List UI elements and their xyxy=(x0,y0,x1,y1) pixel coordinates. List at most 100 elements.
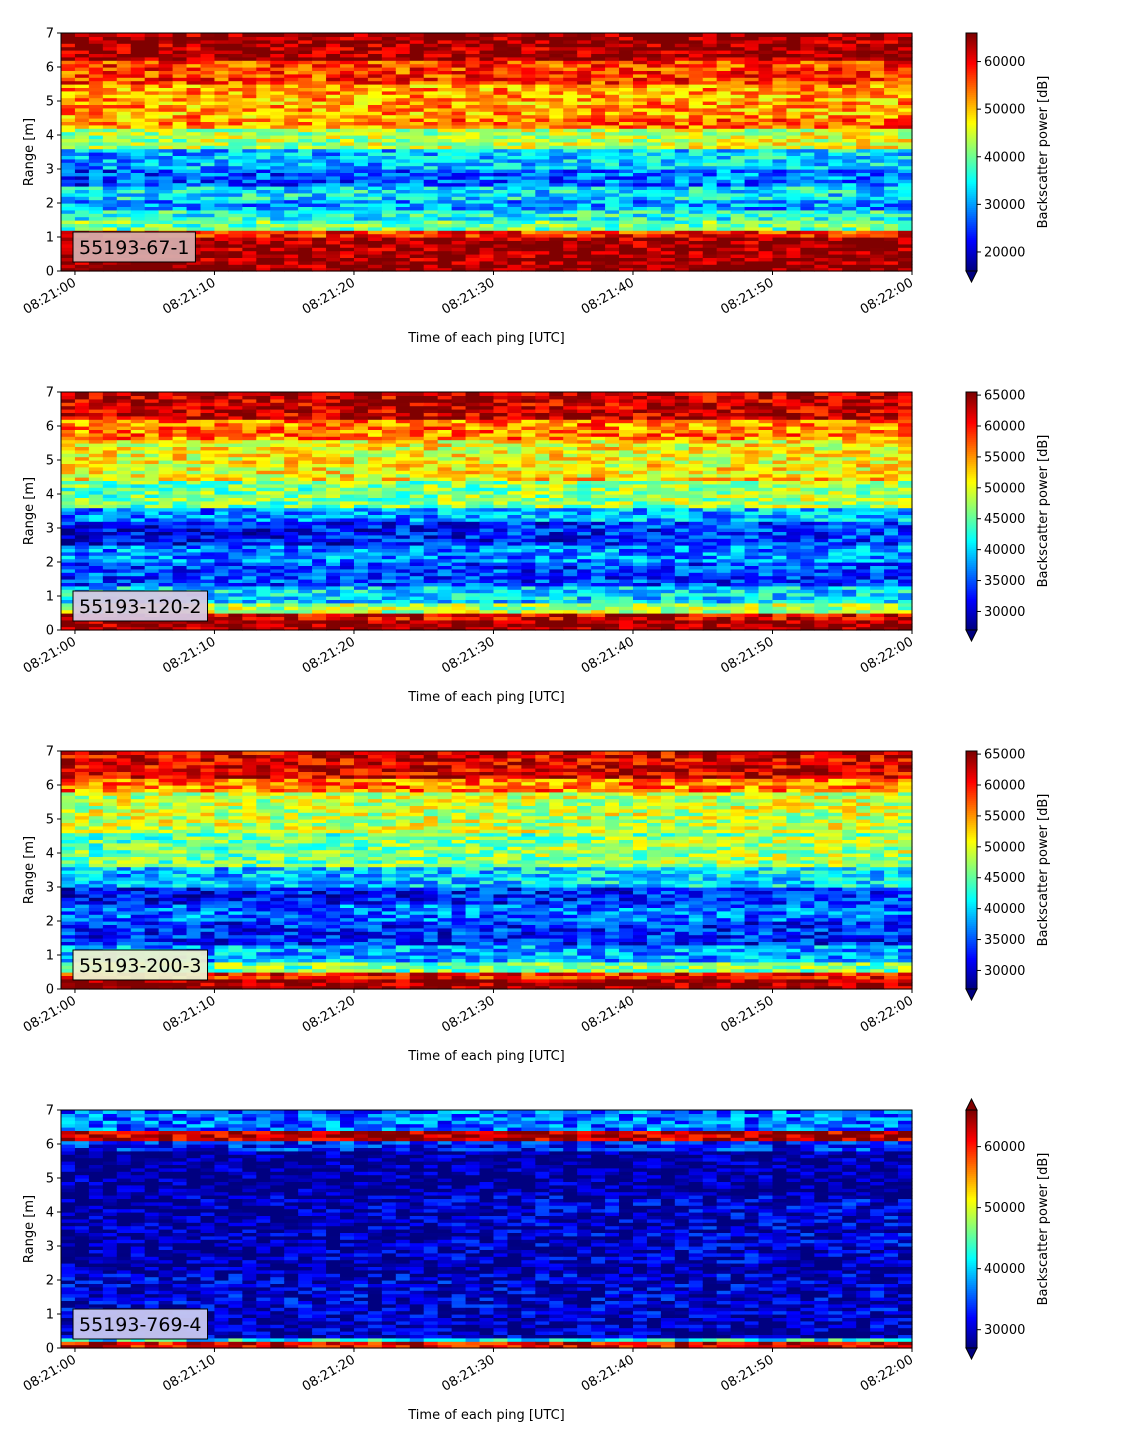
heatmap-cell xyxy=(312,213,327,218)
heatmap-cell xyxy=(270,70,285,75)
heatmap-cell xyxy=(61,141,76,146)
heatmap-cell xyxy=(381,206,397,211)
heatmap-cell xyxy=(158,43,174,48)
heatmap-cell xyxy=(619,101,634,105)
heatmap-cell xyxy=(605,152,620,156)
heatmap-cell xyxy=(563,230,578,235)
heatmap-cell xyxy=(493,247,509,252)
heatmap-cell xyxy=(200,67,216,71)
heatmap-cell xyxy=(507,43,522,48)
heatmap-cell xyxy=(340,247,355,252)
heatmap-cell xyxy=(465,73,481,78)
heatmap-cell xyxy=(186,128,202,133)
heatmap-cell xyxy=(507,203,522,207)
heatmap-cell xyxy=(326,260,341,265)
heatmap-cell xyxy=(256,237,271,241)
heatmap-cell xyxy=(312,165,327,170)
heatmap-cell xyxy=(535,158,550,163)
y-tick-label: 6 xyxy=(46,61,54,76)
heatmap-cell xyxy=(367,243,383,248)
heatmap-cell xyxy=(116,203,132,207)
heatmap-cell xyxy=(605,169,620,173)
heatmap-cell xyxy=(214,87,230,92)
heatmap-cell xyxy=(353,138,369,143)
heatmap-cell xyxy=(214,189,230,194)
heatmap-cell xyxy=(172,182,188,187)
heatmap-cell xyxy=(298,196,313,201)
heatmap-cell xyxy=(130,172,146,177)
heatmap-cell xyxy=(632,80,648,85)
heatmap-cell xyxy=(270,39,285,44)
heatmap-cell xyxy=(674,175,690,180)
heatmap-cell xyxy=(828,233,843,238)
heatmap-cell xyxy=(409,56,425,61)
heatmap-cell xyxy=(186,63,202,68)
heatmap-cell xyxy=(521,128,536,133)
heatmap-cell xyxy=(74,487,90,492)
heatmap-cell xyxy=(284,56,299,61)
heatmap-cell xyxy=(312,158,327,163)
heatmap-cell xyxy=(577,196,592,201)
heatmap-cell xyxy=(61,56,76,61)
heatmap-cell xyxy=(158,419,174,424)
heatmap-cell xyxy=(702,175,718,180)
heatmap-cell xyxy=(228,189,243,194)
heatmap-cell xyxy=(242,233,257,238)
heatmap-cell xyxy=(340,250,355,255)
heatmap-cell xyxy=(744,199,760,204)
heatmap-cell xyxy=(228,60,243,65)
heatmap-cell xyxy=(367,135,383,139)
heatmap-cell xyxy=(284,172,299,177)
heatmap-cell xyxy=(409,118,425,122)
heatmap-cell xyxy=(214,254,230,258)
heatmap-cell xyxy=(465,260,481,265)
heatmap-cell xyxy=(409,101,425,105)
heatmap-cell xyxy=(605,192,620,197)
heatmap-cell xyxy=(632,237,648,241)
heatmap-cell xyxy=(200,50,216,54)
heatmap-cell xyxy=(507,189,522,194)
heatmap-cell xyxy=(688,264,704,269)
heatmap-cell xyxy=(270,199,285,204)
heatmap-cell xyxy=(395,84,411,88)
heatmap-cell xyxy=(312,70,327,75)
heatmap-cell xyxy=(298,118,313,122)
heatmap-cell xyxy=(88,39,104,44)
heatmap-cell xyxy=(88,436,104,441)
heatmap-cell xyxy=(284,46,299,51)
heatmap-cell xyxy=(326,179,341,184)
heatmap-cell xyxy=(214,53,230,58)
heatmap-cell xyxy=(563,39,578,44)
heatmap-cell xyxy=(74,402,90,407)
heatmap-cell xyxy=(521,162,536,167)
heatmap-cell xyxy=(242,94,257,99)
heatmap-cell xyxy=(563,70,578,75)
heatmap-cell xyxy=(409,70,425,75)
heatmap-cell xyxy=(577,209,592,214)
heatmap-cell xyxy=(158,104,174,109)
heatmap-cell xyxy=(298,80,313,85)
heatmap-cell xyxy=(521,36,536,41)
heatmap-cell xyxy=(340,155,355,160)
heatmap-cell xyxy=(256,192,271,197)
heatmap-cell xyxy=(312,135,327,139)
heatmap-cell xyxy=(242,138,257,143)
heatmap-cell xyxy=(130,162,146,167)
heatmap-cell xyxy=(758,199,774,204)
heatmap-cell xyxy=(577,90,592,95)
heatmap-cell xyxy=(326,121,341,126)
heatmap-cell xyxy=(172,84,188,88)
heatmap-cell xyxy=(814,250,829,255)
heatmap-cell xyxy=(521,60,536,65)
heatmap-cell xyxy=(88,84,104,88)
heatmap-cell xyxy=(228,199,243,204)
heatmap-cell xyxy=(409,107,425,112)
heatmap-cell xyxy=(591,155,606,160)
heatmap-cell xyxy=(716,141,732,146)
heatmap-cell xyxy=(549,39,564,44)
heatmap-cell xyxy=(270,141,285,146)
heatmap-cell xyxy=(284,87,299,92)
heatmap-cell xyxy=(74,216,90,221)
heatmap-cell xyxy=(284,80,299,85)
heatmap-cell xyxy=(479,199,495,204)
